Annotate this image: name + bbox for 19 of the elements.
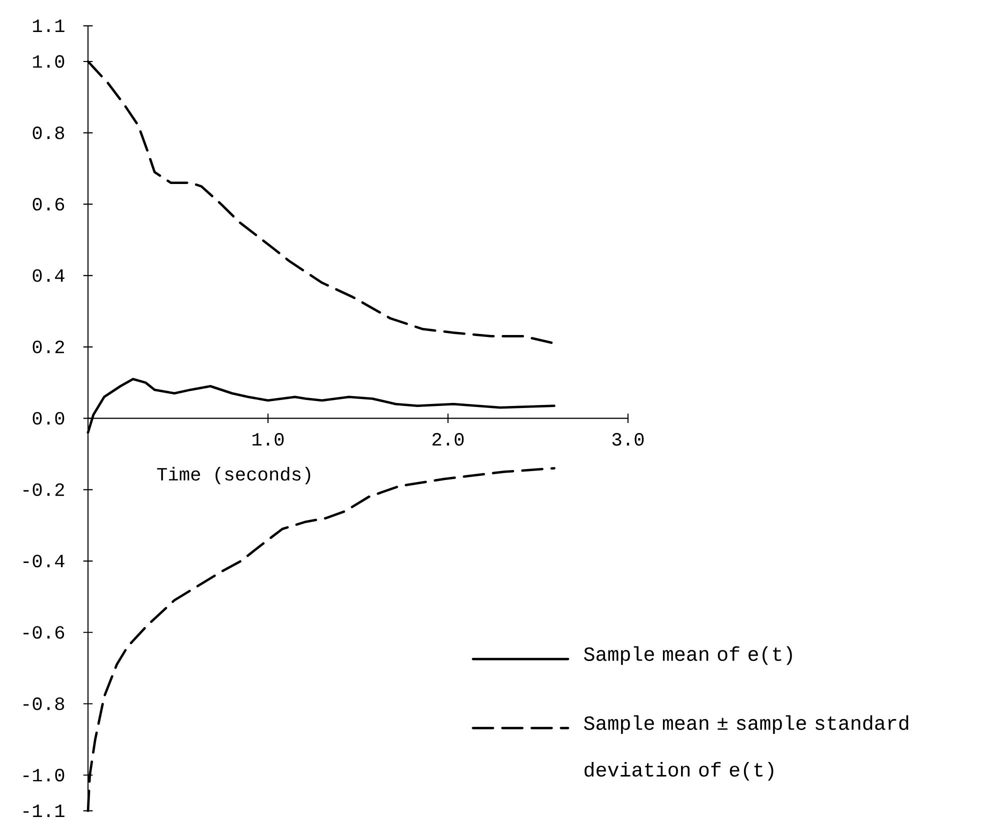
legend-label: Sample mean of e(t)	[584, 646, 792, 665]
x-tick-label: 2.0	[432, 432, 464, 446]
text: Sample mean ± sample standard deviation of e(t)	[584, 715, 908, 780]
y-tick-label: 0.4	[32, 269, 64, 282]
x-tick-label: 3.0	[612, 432, 644, 446]
y-tick-label: -1.1	[24, 804, 64, 817]
y-tick-label: -1.0	[24, 768, 64, 782]
y-tick-label: 0.0	[32, 412, 64, 424]
x-tick-label: 1.0	[252, 432, 284, 446]
y-tick-label: -0.6	[24, 626, 64, 639]
x-axis-title: Time (seconds)	[157, 466, 310, 484]
y-tick-label: 1.1	[33, 19, 64, 32]
y-tick-label: 0.8	[32, 126, 64, 139]
y-tick-label: 1.0	[33, 54, 64, 68]
y-tick-label: 0.6	[32, 198, 64, 210]
y-tick-label: -0.4	[24, 554, 64, 568]
y-tick-label: 0.2	[32, 340, 64, 354]
y-tick-label: -0.2	[24, 483, 64, 496]
y-tick-label: -0.8	[24, 697, 64, 710]
